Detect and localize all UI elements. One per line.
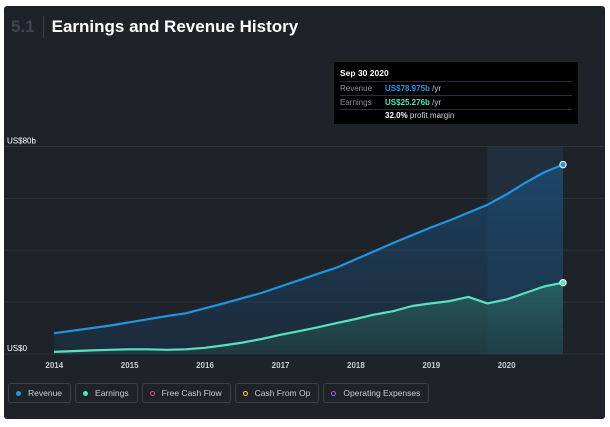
page-title: Earnings and Revenue History (51, 17, 299, 36)
earnings-endpoint[interactable] (559, 278, 567, 287)
section-number: 5.1 (11, 17, 35, 36)
legend-operating-expenses-button[interactable]: Operating Expenses (323, 383, 430, 403)
legend-revenue-button[interactable]: Revenue (8, 383, 72, 403)
hollow-dot-icon (149, 390, 155, 396)
hollow-dot-icon (242, 390, 248, 396)
tooltip-date: Sep 30 2020 (340, 68, 389, 78)
x-tick-label: 2016 (196, 361, 214, 370)
earnings-line (54, 281, 564, 353)
x-tick-label: 2019 (422, 361, 440, 370)
chart-tooltip: Sep 30 2020 Revenue US$78.975b /yr Earni… (334, 62, 578, 124)
legend-label: Free Cash Flow (161, 388, 222, 398)
tooltip-margin-suffix: profit margin (409, 111, 455, 120)
filled-dot-icon (16, 390, 21, 396)
x-tick-label: 2020 (498, 361, 516, 370)
revenue-line (53, 163, 564, 335)
y-tick-label: US$80b (7, 136, 36, 145)
legend-label: Revenue (28, 388, 63, 398)
x-tick-label: 2017 (272, 361, 290, 370)
tooltip-row-revenue: Revenue US$78.975b /yr (340, 84, 441, 95)
tooltip-earnings-label: Earnings (340, 98, 372, 107)
x-tick-label: 2015 (121, 361, 139, 370)
legend-earnings-button[interactable]: Earnings (75, 383, 138, 403)
revenue-endpoint[interactable] (559, 160, 567, 169)
legend-label: Cash From Op (254, 388, 311, 398)
x-tick-label: 2018 (347, 361, 365, 370)
x-tick-label: 2014 (45, 361, 63, 370)
tooltip-revenue-value: US$78.975b (385, 84, 430, 93)
tooltip-earnings-value: US$25.276b (385, 98, 430, 107)
tooltip-earnings-suffix: /yr (432, 98, 442, 107)
legend-label: Earnings (95, 388, 129, 398)
hollow-dot-icon (331, 390, 337, 396)
legend-cash-from-op-button[interactable]: Cash From Op (234, 383, 320, 403)
earnings-area (54, 282, 563, 354)
tooltip-row-earnings: Earnings US$25.276b /yr (340, 98, 441, 109)
filled-dot-icon (83, 390, 89, 396)
tooltip-row-margin: 32.0% profit margin (385, 111, 454, 122)
y-tick-label: US$0 (7, 344, 28, 353)
tooltip-margin-value: 32.0% (385, 111, 408, 120)
tooltip-divider (340, 81, 572, 82)
chart-panel: 5.1 Earnings and Revenue History US$0 US$… (4, 6, 605, 419)
title-row: 5.1 Earnings and Revenue History (11, 14, 298, 40)
tooltip-revenue-label: Revenue (340, 84, 373, 93)
legend-free-cash-flow-button[interactable]: Free Cash Flow (141, 383, 231, 403)
legend-label: Operating Expenses (343, 388, 421, 398)
tooltip-divider (340, 95, 572, 96)
earnings-revenue-chart[interactable]: US$0 US$80b 2014 2015 2016 2017 2018 2019 2020 (4, 6, 605, 419)
tooltip-divider (340, 109, 572, 110)
tooltip-revenue-suffix: /yr (432, 84, 442, 93)
chart-legend: Revenue Earnings Free Cash Flow Cash Fro… (8, 383, 430, 403)
title-divider (42, 16, 44, 38)
